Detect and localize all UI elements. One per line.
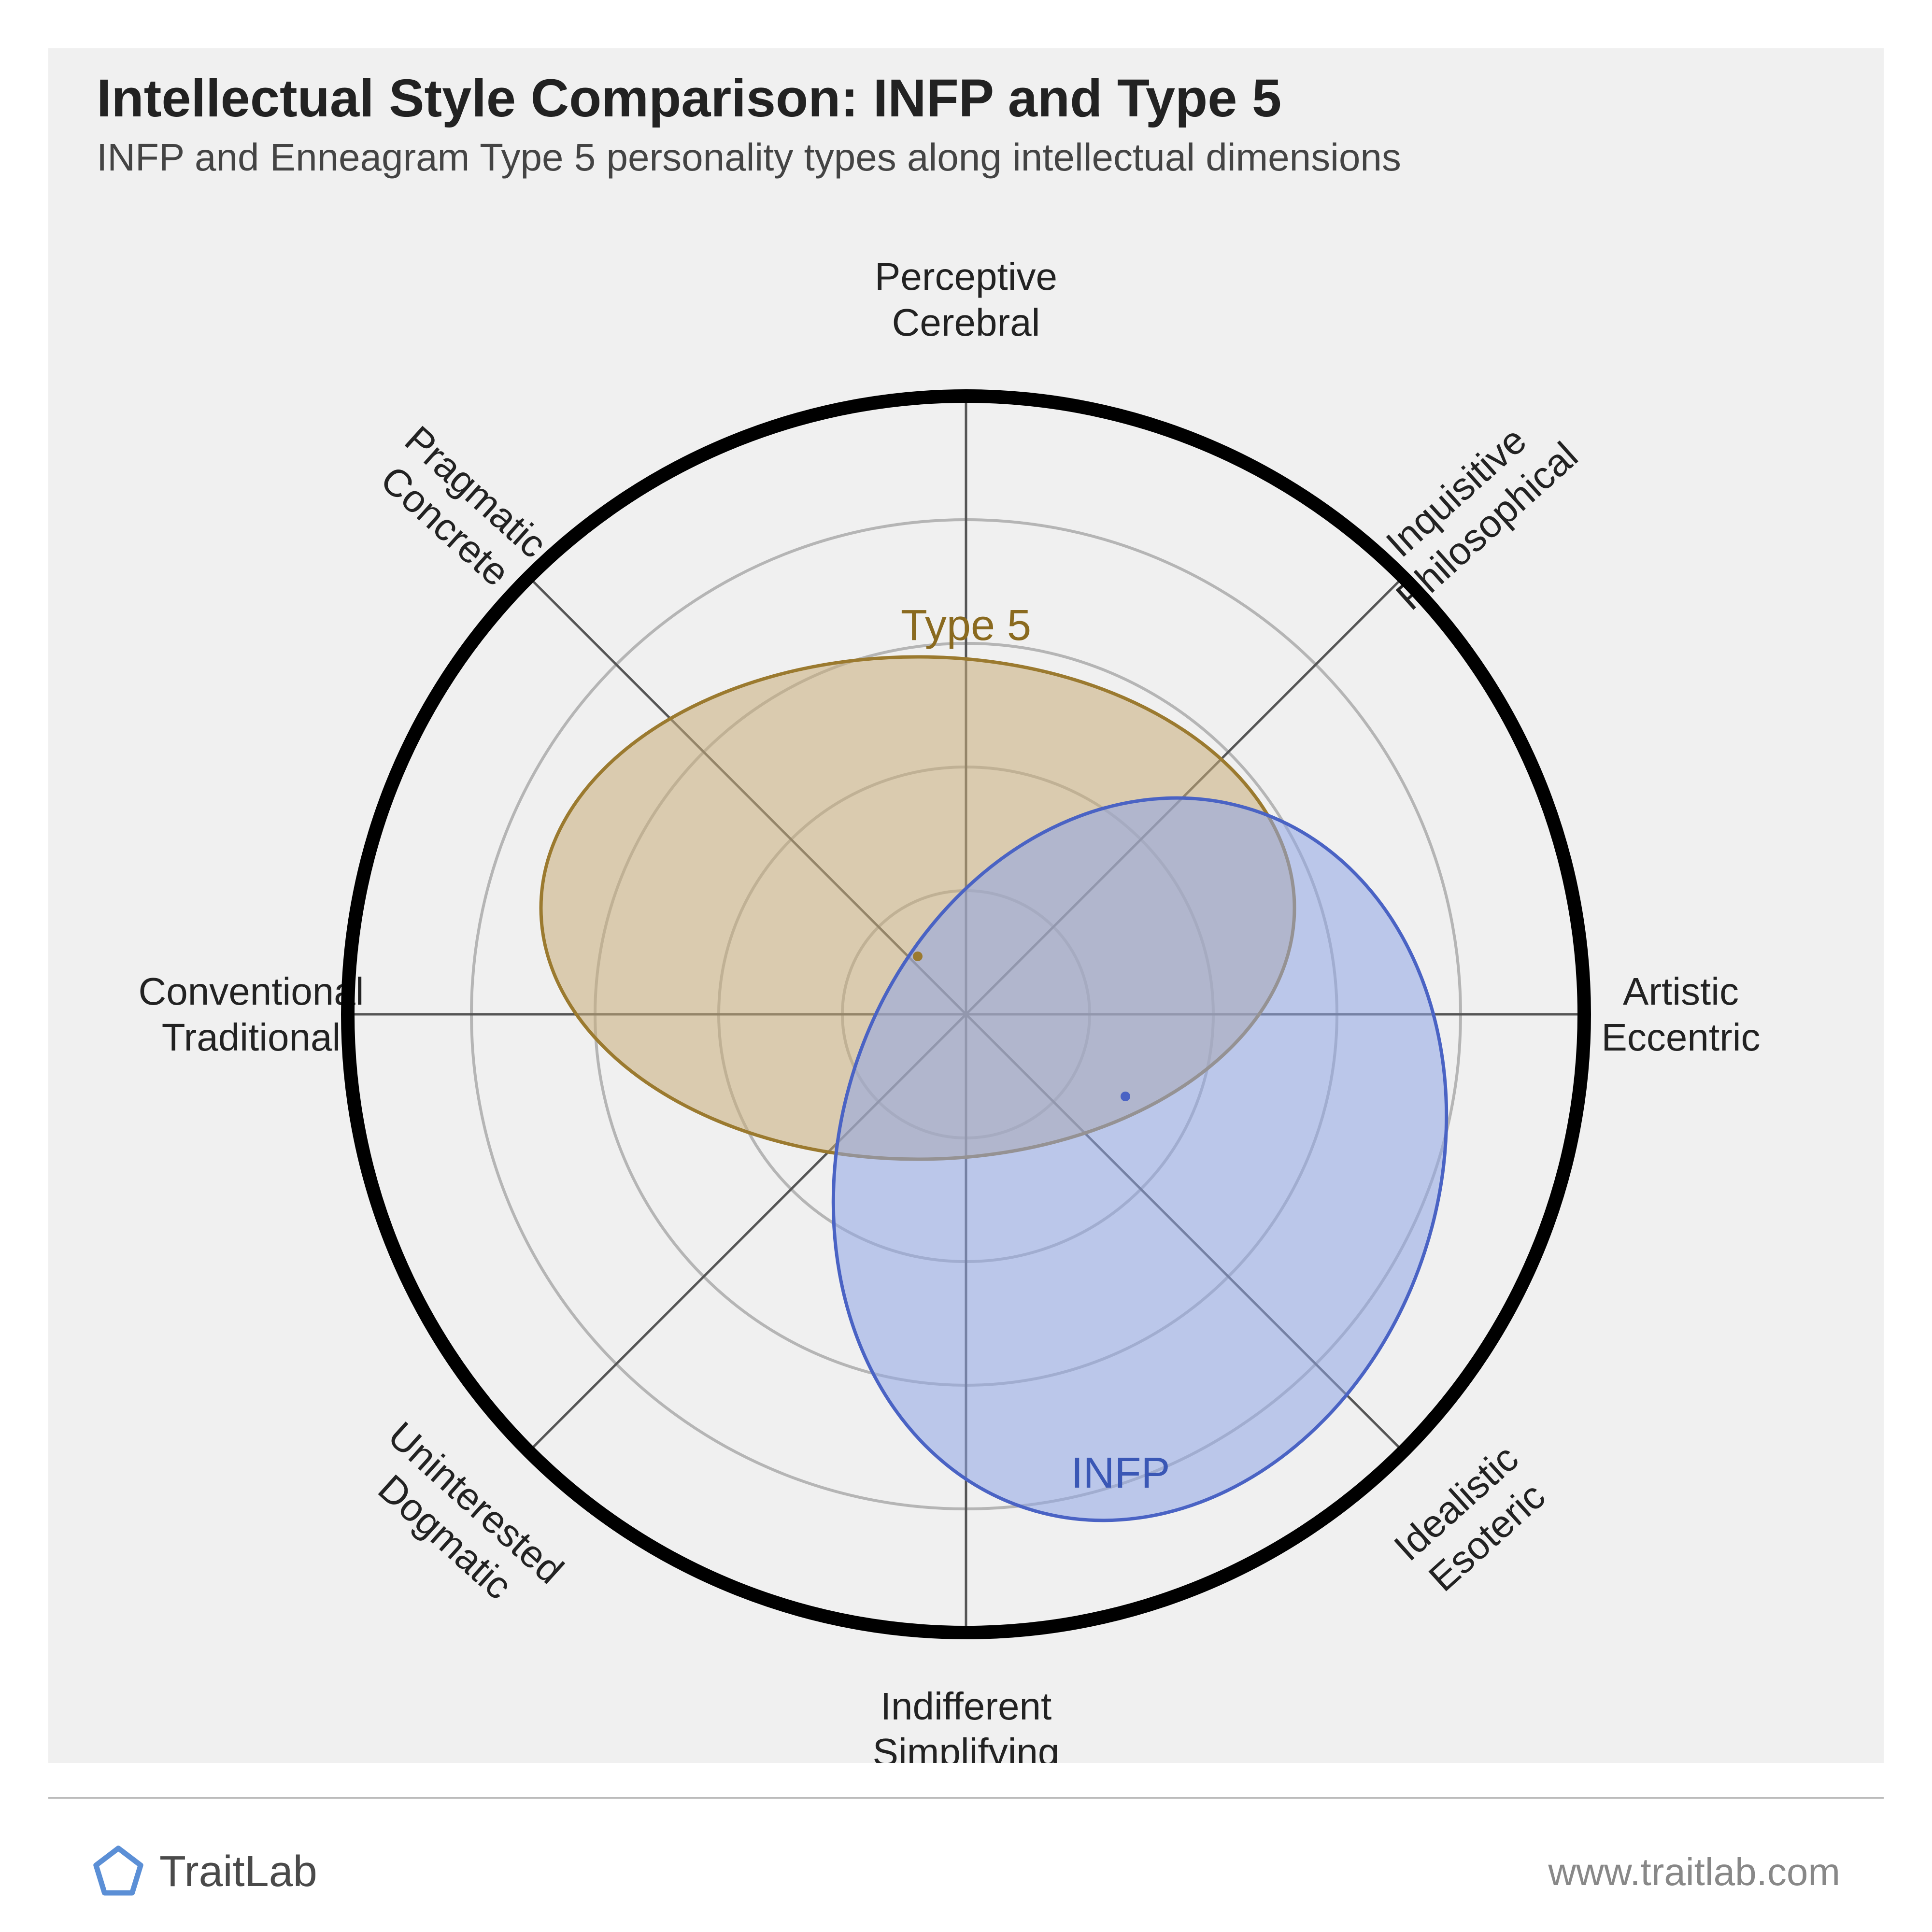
brand-text: TraitLab bbox=[159, 1847, 317, 1897]
svg-text:Conventional: Conventional bbox=[139, 970, 364, 1013]
radar-chart: PerceptiveCerebralInquisitivePhilosophic… bbox=[48, 193, 1884, 1763]
chart-subtitle: INFP and Enneagram Type 5 personality ty… bbox=[97, 135, 1401, 180]
svg-text:Simplifying: Simplifying bbox=[873, 1731, 1060, 1763]
svg-text:Cerebral: Cerebral bbox=[892, 301, 1040, 344]
series-label-infp: INFP bbox=[1071, 1449, 1170, 1497]
svg-text:Artistic: Artistic bbox=[1623, 970, 1739, 1013]
footer-divider bbox=[48, 1797, 1884, 1799]
svg-text:Traditional: Traditional bbox=[162, 1016, 341, 1059]
chart-title: Intellectual Style Comparison: INFP and … bbox=[97, 68, 1281, 129]
series-dot-infp bbox=[1121, 1092, 1130, 1101]
brand: TraitLab bbox=[92, 1845, 317, 1898]
series-dot-type-5 bbox=[913, 952, 923, 961]
footer-url: www.traitlab.com bbox=[1548, 1850, 1840, 1894]
series-label-type-5: Type 5 bbox=[901, 601, 1031, 650]
svg-text:Eccentric: Eccentric bbox=[1602, 1016, 1761, 1059]
chart-frame: Intellectual Style Comparison: INFP and … bbox=[0, 0, 1932, 1932]
traitlab-logo-icon bbox=[92, 1845, 145, 1898]
svg-text:Indifferent: Indifferent bbox=[881, 1685, 1051, 1728]
footer: TraitLab www.traitlab.com bbox=[0, 1816, 1932, 1922]
svg-text:Perceptive: Perceptive bbox=[875, 255, 1057, 298]
